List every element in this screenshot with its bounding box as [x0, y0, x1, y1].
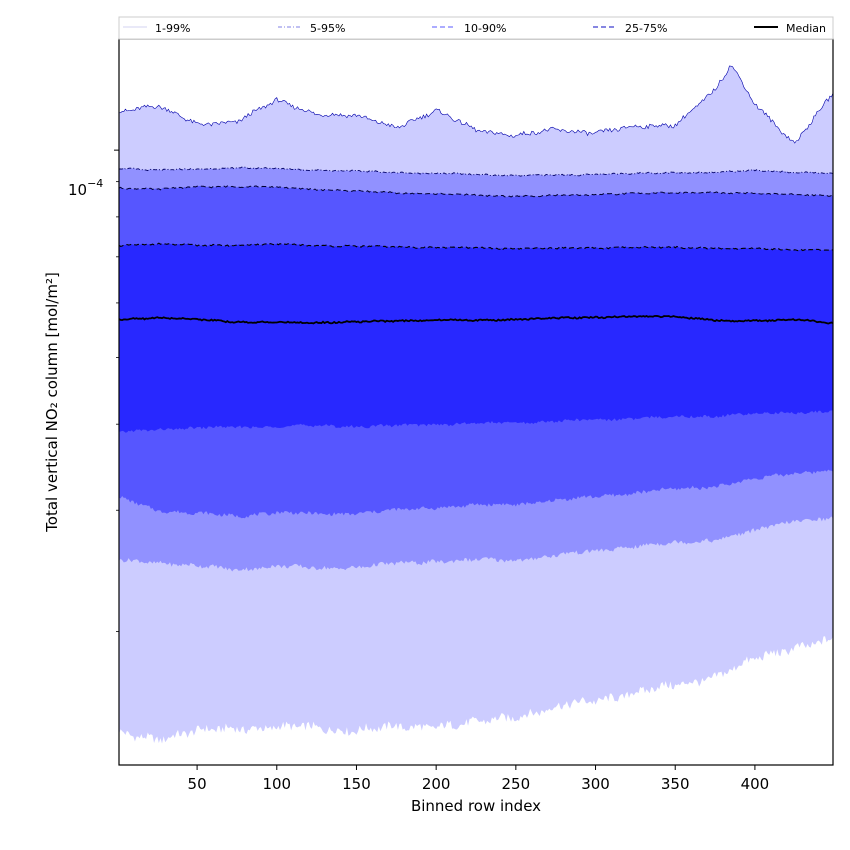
x-tick-label: 100: [262, 775, 291, 793]
x-tick-label: 400: [741, 775, 770, 793]
x-tick-label: 350: [661, 775, 690, 793]
y-axis-ticks: [114, 149, 119, 632]
y-major-tick-label: 10−4: [68, 177, 103, 199]
percentile-bands: [119, 65, 833, 744]
median-line: [118, 314, 834, 325]
band-25-75%: [119, 243, 833, 433]
legend-item-1-99%: 1-99%: [123, 22, 190, 35]
legend-label: 1-99%: [155, 22, 190, 35]
legend-label: 10-90%: [464, 22, 506, 35]
legend-label: Median: [786, 22, 826, 35]
band-upper-line-5-95%: [118, 166, 834, 177]
x-tick-label: 200: [422, 775, 451, 793]
band-upper-line-1-99%: [118, 65, 834, 144]
legend-frame: [118, 16, 834, 40]
x-axis-label: Binned row index: [411, 797, 541, 815]
legend-label: 25-75%: [625, 22, 667, 35]
band-upper-line-25-75%: [118, 242, 834, 252]
percentile-boundary-lines: [118, 65, 834, 325]
legend-item-10-90%: 10-90%: [432, 22, 506, 35]
x-axis-ticks: 50 100 150 200 250 300 350 400: [188, 765, 770, 793]
legend-item-25-75%: 25-75%: [593, 22, 667, 35]
legend-item-Median: Median: [754, 22, 826, 35]
legend-item-5-95%: 5-95%: [278, 22, 345, 35]
x-tick-label: 150: [342, 775, 371, 793]
x-tick-label: 300: [581, 775, 610, 793]
x-tick-label: 250: [502, 775, 531, 793]
legend-label: 5-95%: [310, 22, 345, 35]
y-axis-label: Total vertical NO₂ column [mol/m²]: [43, 272, 61, 533]
x-tick-label: 50: [188, 775, 207, 793]
band-upper-line-10-90%: [118, 185, 834, 198]
legend: 1-99% 5-95% 10-90% 25-75% Median: [118, 16, 834, 40]
y-tick-exponent: −4: [87, 177, 103, 190]
